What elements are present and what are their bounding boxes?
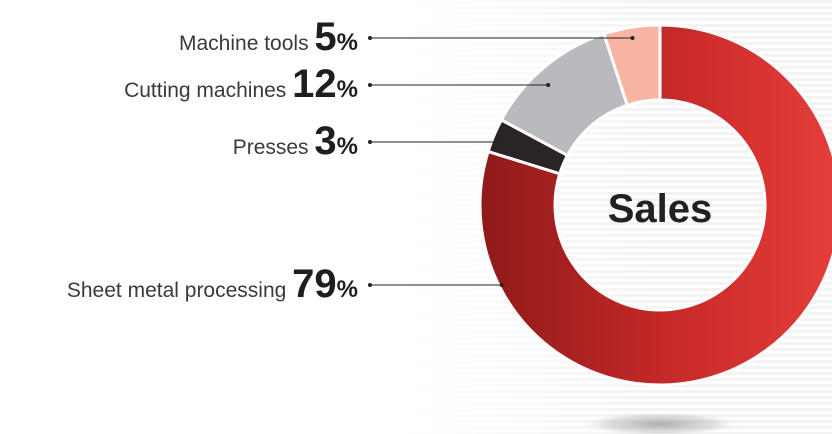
chart-title: Sales — [608, 187, 713, 231]
label-category: Cutting machines — [124, 79, 292, 102]
leader-dot-machine-tools-end — [630, 36, 635, 40]
leader-dot-sheet-metal-processing-end — [499, 283, 504, 287]
leader-dot-cutting-machines-start — [368, 83, 372, 87]
label-category: Presses — [233, 136, 315, 159]
leader-dot-sheet-metal-processing-start — [368, 283, 372, 287]
label-percent-value: 79 — [292, 262, 337, 306]
label-presses: Presses 3% — [233, 119, 358, 163]
slice-sheet-metal-processing — [478, 23, 832, 387]
label-percent-sign: % — [337, 29, 358, 56]
label-percent-value: 3 — [314, 119, 336, 163]
label-category: Sheet metal processing — [67, 279, 292, 302]
label-percent-sign: % — [337, 133, 358, 160]
label-category: Machine tools — [179, 32, 314, 55]
label-percent-sign: % — [337, 276, 358, 303]
leader-dot-cutting-machines-end — [546, 83, 551, 87]
label-percent-value: 12 — [292, 62, 337, 106]
leader-dot-machine-tools-start — [368, 36, 372, 40]
label-machine-tools: Machine tools 5% — [179, 15, 358, 59]
leader-dot-presses-start — [368, 140, 372, 144]
label-sheet-metal-processing: Sheet metal processing 79% — [67, 262, 358, 306]
label-cutting-machines: Cutting machines 12% — [124, 62, 358, 106]
chart-shadow — [582, 412, 738, 434]
leader-dot-presses-end — [497, 140, 502, 144]
label-percent-sign: % — [337, 76, 358, 103]
label-percent-value: 5 — [314, 15, 336, 59]
